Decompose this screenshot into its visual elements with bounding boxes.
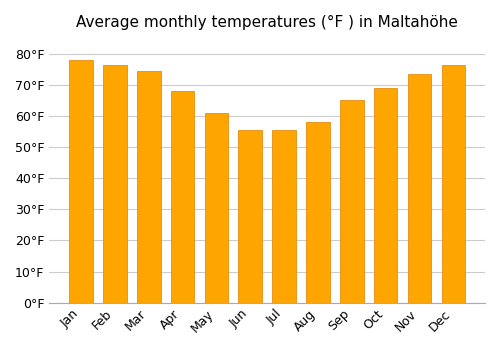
- Bar: [170, 91, 194, 303]
- Bar: [374, 88, 398, 303]
- Bar: [340, 100, 363, 303]
- Bar: [204, 113, 229, 303]
- Bar: [306, 122, 330, 303]
- Bar: [103, 65, 126, 303]
- Bar: [442, 65, 465, 303]
- Title: Average monthly temperatures (°F ) in Maltahöhe: Average monthly temperatures (°F ) in Ma…: [76, 15, 458, 30]
- Bar: [408, 74, 432, 303]
- Bar: [238, 130, 262, 303]
- Bar: [69, 60, 93, 303]
- Bar: [137, 71, 160, 303]
- Bar: [272, 130, 296, 303]
